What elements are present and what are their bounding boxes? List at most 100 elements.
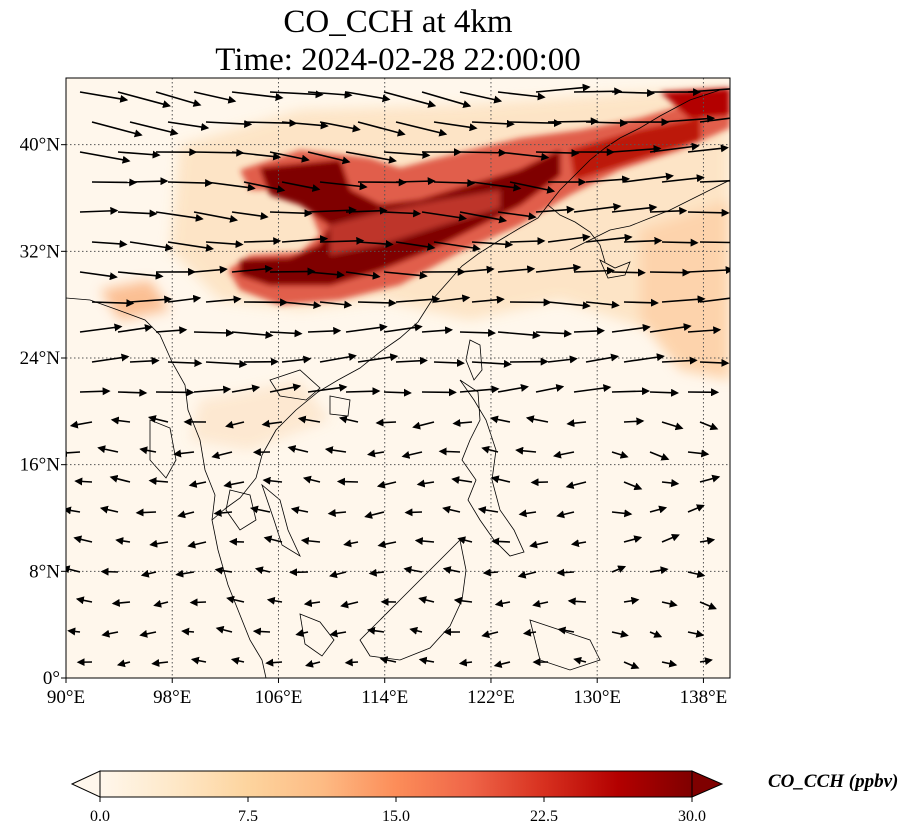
lat-tick-label: 32°N	[20, 241, 61, 262]
wind-arrow	[649, 630, 663, 638]
wind-arrow	[231, 384, 261, 393]
wind-arrow	[117, 324, 153, 333]
wind-arrow	[471, 295, 505, 304]
wind-arrow	[573, 656, 587, 665]
wind-arrow	[115, 537, 131, 545]
wind-arrow	[661, 238, 699, 247]
wind-arrow	[269, 90, 324, 99]
wind-arrow	[433, 358, 465, 367]
wind-arrow	[565, 481, 587, 490]
wind-arrow	[497, 383, 529, 393]
wind-arrow	[205, 295, 242, 304]
wind-arrow	[509, 119, 562, 128]
wind-arrow	[433, 178, 476, 187]
wind-arrow	[307, 90, 353, 99]
wind-arrow	[585, 118, 629, 127]
wind-arrow	[345, 91, 391, 103]
wind-arrow	[91, 121, 143, 138]
wind-arrow	[535, 83, 591, 93]
wind-arrow	[167, 121, 210, 131]
wind-arrow	[649, 206, 688, 215]
wind-arrow	[421, 91, 472, 108]
wind-arrow	[79, 91, 129, 103]
wind-arrow	[489, 415, 511, 424]
wind-arrow	[281, 301, 322, 310]
wind-arrow	[295, 629, 309, 638]
wind-arrow	[343, 539, 359, 548]
wind-arrow	[623, 298, 659, 307]
wind-arrow	[129, 121, 179, 136]
wind-arrow	[287, 445, 309, 453]
wind-arrow	[442, 566, 461, 574]
wind-arrow	[263, 535, 283, 544]
wind-arrow	[336, 477, 359, 486]
wind-arrow	[535, 263, 582, 273]
wind-arrow	[269, 267, 316, 276]
wind-arrow	[416, 479, 435, 488]
wind-arrow	[364, 511, 385, 519]
colorbar: 0.0 7.5 15.0 22.5 30.0 CO_CCH (ppbv)	[70, 770, 898, 825]
wind-arrow	[117, 271, 164, 280]
wind-arrow	[518, 509, 537, 518]
wind-arrow	[433, 121, 478, 132]
lat-tick-label: 8°N	[29, 561, 60, 582]
wind-arrow	[193, 328, 234, 337]
wind-arrow	[231, 330, 274, 339]
wind-arrow	[623, 535, 643, 544]
wind-arrow	[261, 419, 283, 428]
wind-arrow	[421, 211, 468, 222]
wind-arrow	[366, 626, 385, 635]
plot-title: CO_CCH at 4km	[283, 4, 513, 40]
wind-arrow	[525, 415, 549, 424]
wind-arrow	[111, 598, 131, 607]
wind-arrow	[357, 298, 397, 307]
wind-arrow	[231, 91, 284, 102]
lat-tick-label: 40°N	[20, 135, 61, 156]
wind-arrow	[101, 629, 119, 638]
wind-arrow	[687, 88, 730, 93]
wind-arrow	[155, 211, 204, 222]
wind-arrow	[383, 323, 423, 333]
wind-arrow	[213, 508, 233, 517]
wind-arrow	[79, 271, 118, 281]
wind-arrow	[699, 297, 730, 303]
wind-arrow	[611, 630, 629, 638]
wind-arrow	[223, 480, 245, 489]
wind-arrow	[383, 209, 422, 218]
wind-arrow	[459, 91, 503, 104]
wind-arrow	[623, 172, 674, 183]
wind-arrow	[611, 323, 651, 333]
wind-arrow	[442, 505, 461, 514]
wind-arrow	[327, 509, 347, 517]
wind-arrow	[573, 202, 622, 213]
wind-arrow	[567, 597, 587, 606]
lon-tick-label: 130°E	[573, 687, 621, 708]
wind-arrow	[151, 659, 169, 667]
wind-arrow	[585, 300, 620, 309]
wind-arrow	[252, 627, 271, 636]
wind-arrow	[91, 353, 130, 363]
wind-arrow	[329, 629, 347, 638]
wind-arrow	[459, 265, 495, 274]
wind-arrow	[189, 598, 207, 607]
wind-arrow	[79, 323, 123, 333]
lat-tick-label: 0°	[43, 668, 60, 689]
wind-arrow	[687, 326, 722, 335]
wind-arrow	[623, 353, 665, 363]
wind-arrow	[650, 690, 664, 692]
wind-arrow	[535, 149, 580, 158]
wind-arrow	[319, 121, 361, 133]
wind-arrow	[459, 328, 497, 337]
wind-arrow	[155, 326, 188, 335]
wind-arrow	[649, 388, 680, 397]
wind-arrow	[116, 659, 131, 668]
wind-arrow	[573, 266, 615, 275]
wind-arrow	[324, 446, 347, 455]
longitude-axis: 90°E 98°E 106°E 114°E 122°E 130°E 138°E	[47, 678, 727, 708]
wind-arrow	[75, 596, 93, 605]
wind-arrow	[535, 329, 573, 338]
map-panel	[66, 78, 730, 692]
wind-arrow	[147, 415, 169, 423]
lon-tick-label: 114°E	[361, 687, 408, 708]
